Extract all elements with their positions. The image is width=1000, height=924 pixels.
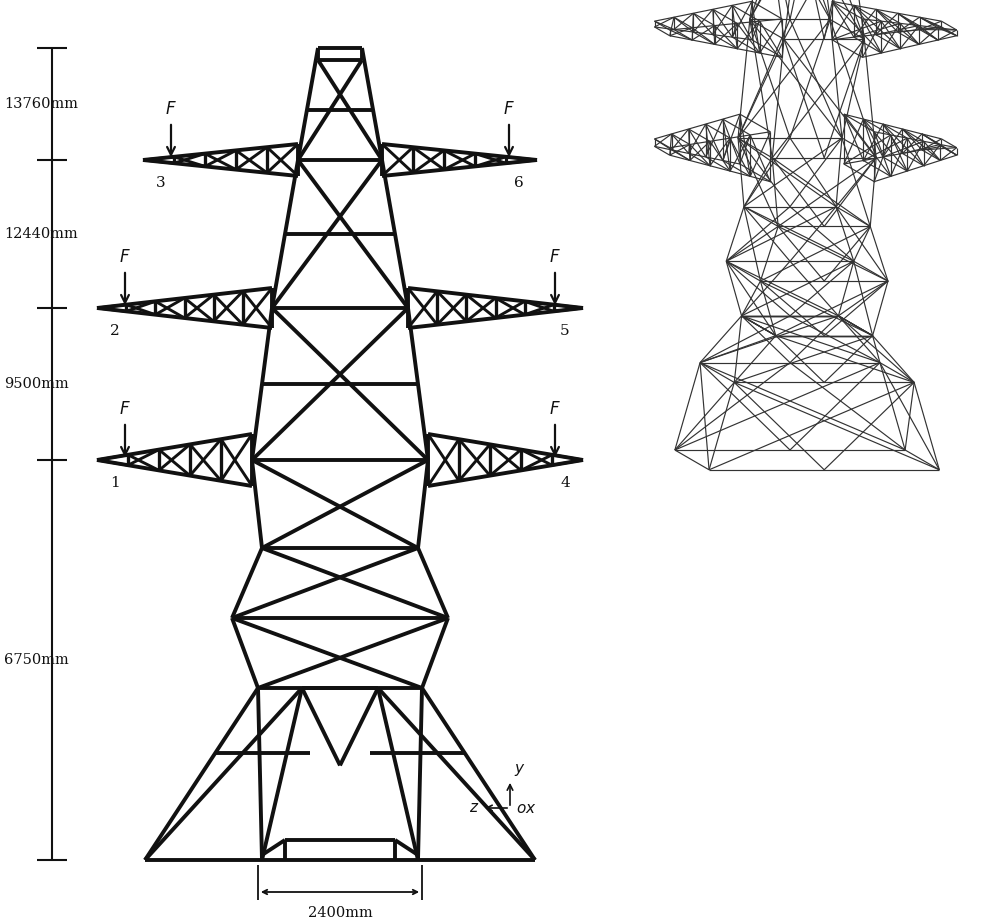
Text: $F$: $F$	[549, 401, 561, 418]
Text: $F$: $F$	[119, 249, 131, 266]
Text: 9500mm: 9500mm	[4, 377, 69, 391]
Text: 3: 3	[156, 176, 166, 190]
Text: $ox$: $ox$	[516, 802, 536, 816]
Text: $F$: $F$	[503, 101, 515, 118]
Text: 1: 1	[110, 476, 120, 490]
Text: 6750mm: 6750mm	[4, 653, 69, 667]
Text: $F$: $F$	[165, 101, 177, 118]
Text: $F$: $F$	[119, 401, 131, 418]
Text: 2400mm: 2400mm	[308, 906, 372, 920]
Text: $F$: $F$	[549, 249, 561, 266]
Text: 4: 4	[560, 476, 570, 490]
Text: 5: 5	[560, 324, 570, 338]
Text: 6: 6	[514, 176, 524, 190]
Text: 12440mm: 12440mm	[4, 227, 78, 241]
Text: 13760mm: 13760mm	[4, 97, 78, 111]
Text: 2: 2	[110, 324, 120, 338]
Text: $z$: $z$	[469, 801, 479, 815]
Text: $y$: $y$	[514, 762, 526, 778]
